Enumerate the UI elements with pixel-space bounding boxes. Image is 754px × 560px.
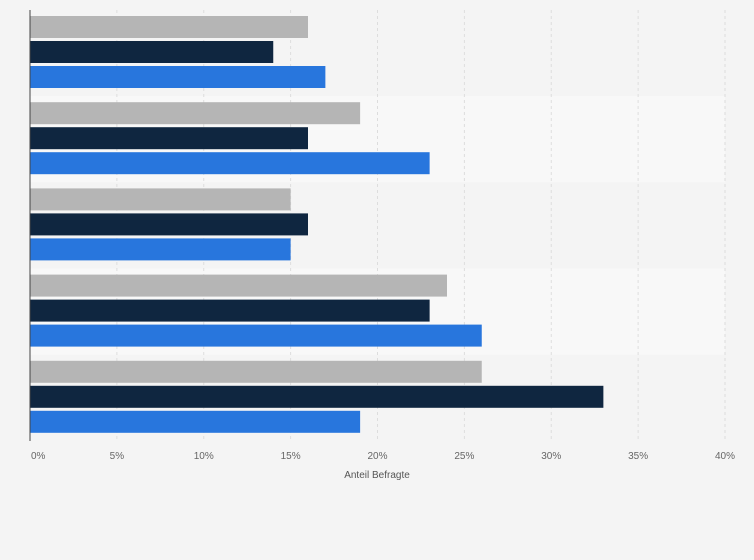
- bar: [30, 213, 308, 236]
- bar: [30, 410, 361, 433]
- bar: [30, 274, 447, 297]
- x-tick-label: 0%: [31, 451, 46, 462]
- bar: [30, 238, 291, 261]
- bar: [30, 188, 291, 211]
- x-tick-label: 15%: [281, 451, 301, 462]
- x-tick-labels: 0% 5% 10% 15% 20% 25% 30% 35% 40%: [31, 451, 735, 462]
- x-tick-label: 20%: [367, 451, 387, 462]
- x-tick-label: 40%: [715, 451, 735, 462]
- bar: [30, 385, 604, 408]
- x-tick-label: 35%: [628, 451, 648, 462]
- x-tick-label: 5%: [110, 451, 125, 462]
- x-axis-title: Anteil Befragte: [344, 470, 410, 481]
- bar: [30, 324, 482, 347]
- bar: [30, 41, 274, 63]
- bar: [30, 299, 430, 322]
- bar: [30, 152, 430, 175]
- bar: [30, 127, 308, 150]
- x-tick-label: 10%: [194, 451, 214, 462]
- bar: [30, 102, 361, 125]
- bar: [30, 16, 308, 38]
- x-tick-label: 25%: [454, 451, 474, 462]
- bar: [30, 66, 326, 88]
- bar: [30, 360, 482, 383]
- x-tick-label: 30%: [541, 451, 561, 462]
- bars: [30, 16, 604, 433]
